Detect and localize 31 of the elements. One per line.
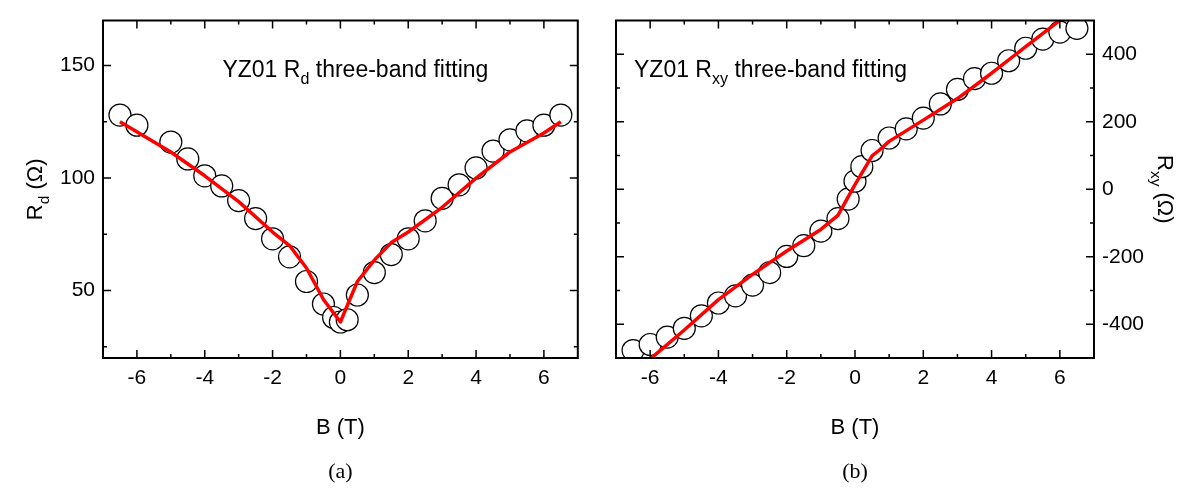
y2-tick-label: -400	[1102, 311, 1145, 335]
y2-tick-label: -200	[1102, 243, 1145, 267]
x-axis-title: B (T)	[315, 414, 365, 439]
text: (a)	[328, 458, 353, 483]
x-tick-label: -2	[777, 365, 797, 389]
x-axis-title: B (T)	[830, 414, 880, 439]
y-tick-label: 50	[71, 277, 95, 301]
y-tick-label: 100	[59, 164, 95, 188]
point	[481, 139, 505, 163]
x-tick-label: -6	[640, 365, 660, 389]
x-tick-label: 2	[917, 365, 930, 389]
x-tick-label: 6	[1054, 365, 1066, 389]
x-tick-label: 6	[538, 365, 550, 389]
y2-tick-label: 0	[1102, 176, 1114, 200]
x-tick-label: 0	[334, 365, 347, 389]
y-axis-title: Rd (Ω)	[22, 158, 52, 221]
x-tick-label: -4	[195, 365, 215, 389]
x-tick-label: -2	[263, 365, 282, 389]
y-tick-label: 150	[59, 52, 95, 76]
x-tick-label: -4	[709, 365, 729, 389]
y2-tick-label: 400	[1102, 41, 1138, 65]
x-tick-label: 2	[402, 365, 415, 389]
y2-tick-label: 200	[1102, 108, 1138, 132]
point	[549, 103, 573, 127]
y2-axis-title: Rxy (Ω)	[1148, 155, 1178, 224]
x-tick-label: 4	[985, 365, 998, 389]
point	[1065, 20, 1089, 40]
x-tick-label: -6	[127, 365, 147, 389]
x-tick-label: 0	[849, 365, 861, 389]
x-tick-label: 4	[470, 365, 483, 389]
text: (b)	[842, 458, 868, 483]
